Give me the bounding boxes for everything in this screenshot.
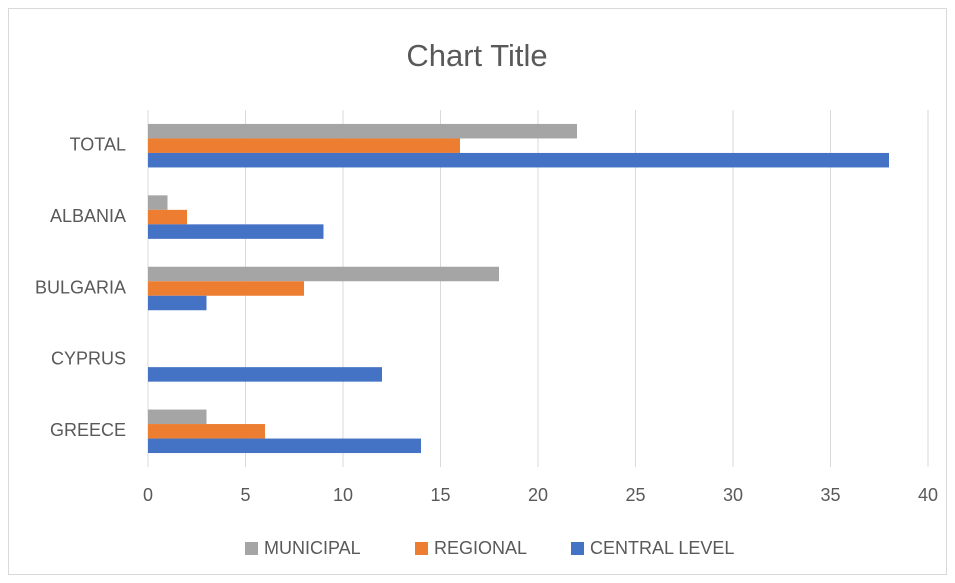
y-tick-label: CYPRUS <box>51 349 126 369</box>
bar <box>148 152 889 168</box>
bar <box>148 295 207 311</box>
x-tick-label: 20 <box>528 485 548 505</box>
legend-label: CENTRAL LEVEL <box>590 538 734 558</box>
y-tick-label: GREECE <box>50 420 126 440</box>
bar <box>148 123 577 139</box>
legend-swatch <box>245 542 258 555</box>
y-tick-label: TOTAL <box>70 134 126 154</box>
x-tick-label: 15 <box>430 485 450 505</box>
x-tick-label: 25 <box>625 485 645 505</box>
legend-label: MUNICIPAL <box>264 538 361 558</box>
legend-swatch <box>571 542 584 555</box>
legend-label: REGIONAL <box>434 538 527 558</box>
x-tick-label: 5 <box>240 485 250 505</box>
bar <box>148 409 207 425</box>
bar <box>148 224 324 239</box>
bar <box>148 367 382 382</box>
bar <box>148 138 460 153</box>
bar <box>148 281 304 296</box>
bar <box>148 195 168 210</box>
bar <box>148 438 421 454</box>
x-tick-label: 0 <box>143 485 153 505</box>
legend-swatch <box>415 542 428 555</box>
bar <box>148 209 187 225</box>
x-tick-label: 40 <box>918 485 938 505</box>
y-tick-label: BULGARIA <box>35 277 126 297</box>
bar <box>148 424 265 439</box>
x-tick-label: 30 <box>723 485 743 505</box>
y-tick-label: ALBANIA <box>50 206 126 226</box>
chart-title: Chart Title <box>406 38 547 73</box>
bar <box>148 266 499 282</box>
x-tick-label: 10 <box>333 485 353 505</box>
x-tick-label: 35 <box>820 485 840 505</box>
